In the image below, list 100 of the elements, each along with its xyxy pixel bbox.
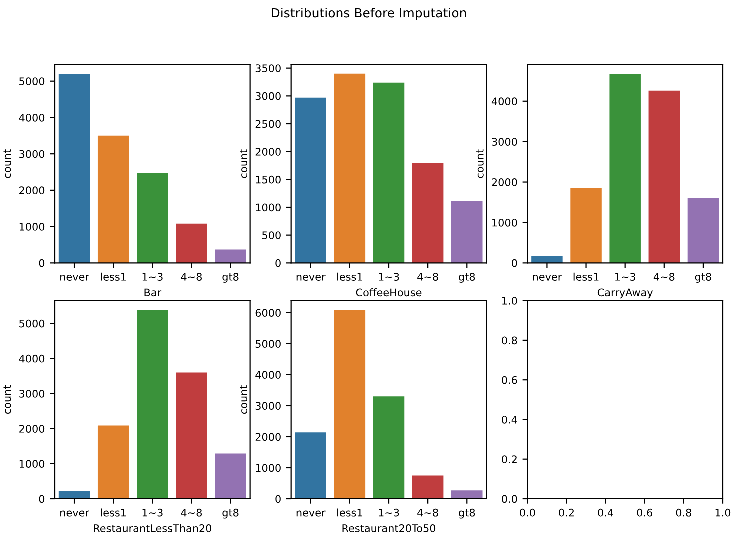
x-tick-label: never <box>296 274 326 281</box>
x-tick-label: 0.4 <box>598 508 614 517</box>
y-tick-label: 0 <box>39 259 45 268</box>
x-tick-label: 0.6 <box>637 508 652 517</box>
bar <box>215 454 246 499</box>
bar <box>295 432 326 499</box>
chart-title: Distributions Before Imputation <box>272 8 466 20</box>
x-tick-label: never <box>60 274 90 281</box>
y-tick-label: 2000 <box>256 433 281 442</box>
bar <box>570 188 602 264</box>
y-tick-label: 2500 <box>256 120 281 128</box>
bar <box>373 82 405 264</box>
y-tick-label: 3500 <box>256 64 281 72</box>
y-tick-label: 1000 <box>20 223 45 231</box>
x-tick-label: never <box>60 510 90 517</box>
x-axis-title: Bar <box>144 288 162 297</box>
bar <box>137 310 168 499</box>
bar <box>215 250 246 264</box>
x-tick-label: less1 <box>101 272 126 281</box>
bar <box>452 490 483 499</box>
x-tick-label: less1 <box>338 508 362 517</box>
y-tick-label: 4000 <box>19 114 45 122</box>
y-tick-label: 5000 <box>20 78 45 86</box>
y-tick-label: 0.2 <box>502 456 517 464</box>
bar <box>412 164 444 264</box>
bar <box>334 310 366 499</box>
y-tick-label: 0 <box>276 259 281 268</box>
y-tick-label: 0 <box>276 495 281 504</box>
bar <box>334 74 366 264</box>
x-tick-label: 4~8 <box>181 508 202 517</box>
y-axis-title: count <box>240 150 248 178</box>
bar <box>58 491 90 499</box>
bar <box>412 476 444 499</box>
y-axis-title: count <box>4 385 12 414</box>
x-tick-label: 1~3 <box>379 508 400 517</box>
bar <box>688 198 720 264</box>
x-tick-label: gt8 <box>222 508 239 519</box>
x-tick-label: less1 <box>338 272 362 281</box>
x-tick-label: 4~8 <box>418 273 438 281</box>
y-tick-label: 1000 <box>256 204 281 212</box>
y-tick-label: 3000 <box>492 138 518 146</box>
bar <box>295 98 326 264</box>
y-tick-label: 5000 <box>20 320 45 328</box>
y-tick-label: 5000 <box>256 340 281 348</box>
x-tick-label: 0.2 <box>559 508 574 517</box>
x-tick-label: 4~8 <box>181 273 202 281</box>
x-tick-label: gt8 <box>695 273 712 283</box>
x-tick-label: never <box>533 274 562 281</box>
y-tick-label: 0 <box>39 495 45 504</box>
x-tick-label: 4~8 <box>654 273 675 281</box>
y-tick-label: 500 <box>262 232 281 240</box>
x-tick-label: 1~3 <box>142 508 163 517</box>
y-tick-label: 6000 <box>256 309 281 318</box>
x-tick-label: 1~3 <box>142 273 163 281</box>
y-tick-label: 0.0 <box>502 495 518 504</box>
bar <box>648 90 680 264</box>
bar <box>176 224 208 264</box>
y-tick-label: 2000 <box>492 178 518 186</box>
y-axis-title: count <box>476 150 484 178</box>
x-tick-label: less1 <box>574 272 599 281</box>
x-tick-label: less1 <box>101 508 126 517</box>
bar <box>176 372 208 499</box>
y-tick-label: 3000 <box>20 390 45 398</box>
bar <box>610 74 641 264</box>
y-tick-label: 1000 <box>20 460 45 468</box>
y-tick-label: 0.8 <box>502 336 518 345</box>
bar <box>98 426 130 499</box>
x-tick-label: 0.8 <box>676 508 692 517</box>
y-axis-title: count <box>240 385 248 414</box>
x-axis-title: Restaurant20To50 <box>342 524 436 532</box>
y-tick-label: 2000 <box>256 148 281 156</box>
x-tick-label: gt8 <box>459 508 476 519</box>
x-tick-label: gt8 <box>222 273 239 283</box>
x-axis-title: CoffeeHouse <box>356 288 422 297</box>
bar <box>98 136 130 264</box>
y-tick-label: 2000 <box>20 425 45 433</box>
y-tick-label: 0.4 <box>502 416 518 424</box>
x-axis-title: CarryAway <box>598 288 654 299</box>
y-tick-label: 3000 <box>20 150 45 158</box>
y-tick-label: 3000 <box>256 92 281 100</box>
x-tick-label: 1.0 <box>716 508 731 517</box>
y-tick-label: 3000 <box>256 402 281 410</box>
y-tick-label: 1000 <box>256 464 281 472</box>
y-tick-label: 1500 <box>256 176 281 184</box>
y-tick-label: 2000 <box>20 186 45 195</box>
y-tick-label: 4000 <box>492 98 518 106</box>
y-axis-title: count <box>4 150 12 178</box>
x-tick-label: 0.0 <box>520 508 536 517</box>
y-tick-label: 4000 <box>256 371 281 380</box>
x-tick-label: gt8 <box>459 273 476 283</box>
bar <box>373 396 405 499</box>
y-tick-label: 4000 <box>19 354 45 363</box>
x-axis-title: RestaurantLessThan20 <box>94 524 212 532</box>
x-tick-label: 1~3 <box>379 273 400 281</box>
y-tick-label: 0 <box>512 259 518 268</box>
x-tick-label: never <box>296 510 326 517</box>
bar <box>137 172 168 264</box>
bar <box>452 201 483 264</box>
y-tick-label: 1.0 <box>502 297 518 305</box>
y-tick-label: 1000 <box>492 218 518 227</box>
